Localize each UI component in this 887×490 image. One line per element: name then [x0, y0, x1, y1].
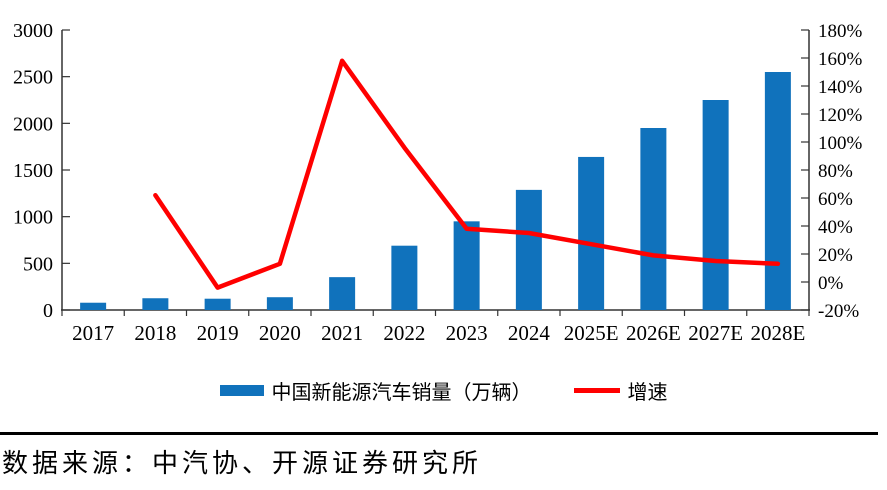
- sales-bar-2027E: [702, 100, 729, 310]
- x-axis-label: 2017: [72, 321, 114, 345]
- sales-bar-2020: [266, 297, 293, 310]
- right-axis-label: 160%: [818, 49, 863, 70]
- x-axis-label: 2018: [134, 321, 176, 345]
- right-axis-label: 40%: [818, 217, 853, 238]
- left-axis-label: 500: [23, 253, 53, 275]
- legend-item-growth: 增速: [573, 376, 668, 405]
- growth-line-swatch-icon: [573, 388, 620, 393]
- right-axis-label: 120%: [818, 105, 863, 126]
- x-axis-label: 2021: [321, 321, 363, 345]
- sales-bar-2018: [142, 298, 169, 310]
- sales-bar-2024: [515, 189, 542, 310]
- right-axis-label: 20%: [818, 245, 853, 266]
- left-axis-label: 2000: [13, 113, 53, 135]
- left-axis-label: 2500: [13, 67, 53, 89]
- sales-bar-2025E: [578, 156, 605, 310]
- source-note: 数据来源：中汽协、开源证券研究所: [2, 449, 483, 478]
- right-axis-label: -20%: [818, 301, 859, 322]
- sales-bar-2022: [391, 245, 418, 310]
- x-axis-label: 2019: [197, 321, 239, 345]
- right-axis-label: 0%: [818, 273, 844, 294]
- left-axis-label: 1500: [13, 160, 53, 182]
- x-axis-label: 2027E: [688, 321, 743, 345]
- sales-bar-2017: [80, 302, 107, 310]
- x-axis-label: 2025E: [564, 321, 619, 345]
- right-axis-label: 140%: [818, 77, 863, 98]
- legend-label-growth: 增速: [627, 382, 668, 404]
- sales-bar-swatch-icon: [219, 385, 264, 396]
- x-axis-label: 2024: [508, 321, 551, 345]
- right-axis-label: 80%: [818, 161, 853, 182]
- sales-bar-2028E: [764, 72, 791, 310]
- x-axis-label: 2028E: [750, 321, 805, 345]
- x-axis-label: 2026E: [626, 321, 681, 345]
- source-divider-rule: [0, 432, 878, 435]
- left-axis-label: 3000: [13, 20, 53, 42]
- left-axis-label: 0: [43, 300, 53, 322]
- x-axis-label: 2022: [383, 321, 425, 345]
- right-axis-label: 100%: [818, 133, 863, 154]
- right-axis-label: 180%: [818, 21, 863, 42]
- x-axis-label: 2023: [446, 321, 488, 345]
- right-axis-label: 60%: [818, 189, 853, 210]
- legend-label-sales: 中国新能源汽车销量（万辆）: [271, 382, 532, 404]
- sales-bar-2019: [204, 298, 231, 310]
- left-axis-label: 1000: [13, 207, 53, 229]
- nev-sales-chart: 0 500 1000 1500 2000 2500 3000 -20% 0% 20% 40% 60% 8…: [13, 20, 863, 345]
- legend-item-sales: 中国新能源汽车销量（万辆）: [219, 376, 532, 405]
- x-axis-label: 2020: [259, 321, 301, 345]
- sales-bar-2023: [453, 221, 480, 310]
- chart-legend: 中国新能源汽车销量（万辆） 增速: [0, 376, 887, 405]
- growth-line: [153, 58, 781, 290]
- sales-bar-2021: [329, 277, 356, 310]
- sales-bar-2026E: [640, 128, 667, 310]
